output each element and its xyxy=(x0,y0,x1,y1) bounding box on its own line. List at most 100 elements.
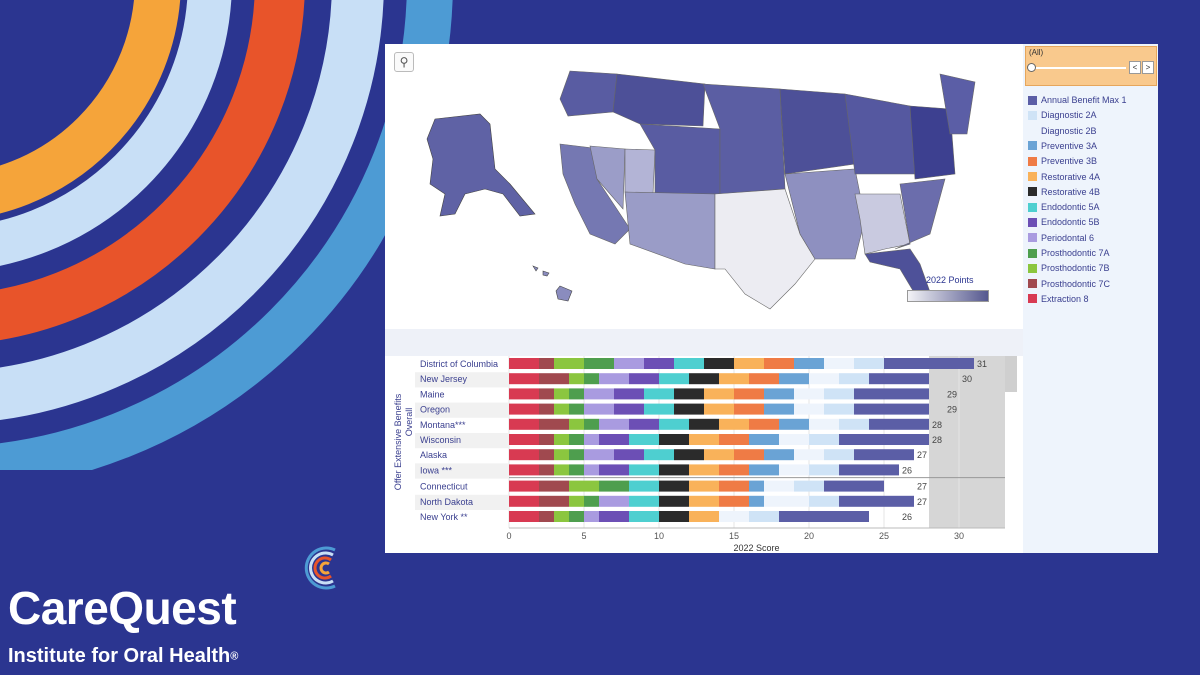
category-label: Alaska xyxy=(420,450,447,460)
stacked-bar-chart[interactable]: District of Columbia 31 New Jersey 30 Maine 2… xyxy=(385,356,1023,553)
bar-segment xyxy=(509,434,539,445)
legend-label: Prosthodontic 7C xyxy=(1041,278,1111,289)
bar-segment xyxy=(599,480,629,492)
bar-segment xyxy=(794,449,824,461)
bar-segment xyxy=(854,358,884,369)
year-filter[interactable]: (All) < > xyxy=(1025,46,1157,86)
filter-slider-knob[interactable] xyxy=(1027,63,1036,72)
bar-segment xyxy=(794,358,824,369)
bar-chart-panel: District of Columbia 31 New Jersey 30 Maine 2… xyxy=(385,356,1023,553)
legend-label: Endodontic 5B xyxy=(1041,217,1100,228)
bar-segment xyxy=(704,449,734,461)
legend-item[interactable]: Restorative 4B xyxy=(1028,185,1100,199)
bar-segment xyxy=(569,495,584,507)
bar-segment xyxy=(554,449,569,461)
legend-swatch xyxy=(1028,202,1037,212)
map-search-button[interactable]: ⚲ xyxy=(394,52,414,72)
total-label: 27 xyxy=(917,450,927,460)
region-northeast xyxy=(939,73,976,135)
bar-segment xyxy=(569,449,584,461)
bar-segment xyxy=(659,480,689,492)
bar-segment xyxy=(779,418,809,430)
legend-swatch xyxy=(1028,110,1037,120)
region-idaho-montana xyxy=(612,73,706,127)
legend-item[interactable]: Extraction 8 xyxy=(1028,292,1089,306)
filter-slider-track[interactable] xyxy=(1030,67,1126,69)
row-band xyxy=(415,463,509,479)
category-label: New Jersey xyxy=(420,374,468,384)
legend-item[interactable]: Endodontic 5A xyxy=(1028,200,1100,214)
bar-segment xyxy=(509,464,539,476)
x-axis-title: 2022 Score xyxy=(733,543,779,553)
bar-segment xyxy=(629,464,659,476)
bar-segment xyxy=(719,480,749,492)
legend-label: Prosthodontic 7A xyxy=(1041,248,1110,258)
bar-segment xyxy=(839,373,869,385)
legend-item[interactable]: Prosthodontic 7B xyxy=(1028,261,1110,275)
bar-segment xyxy=(629,434,659,445)
bar-segment xyxy=(539,434,554,445)
bar-segment xyxy=(794,480,824,492)
legend-item[interactable]: Diagnostic 2A xyxy=(1028,108,1097,122)
filter-next-button[interactable]: > xyxy=(1142,61,1154,74)
bar-segment xyxy=(659,434,689,445)
bar-segment xyxy=(734,388,764,400)
legend-item[interactable]: Restorative 4A xyxy=(1028,170,1100,184)
bar-segment xyxy=(509,480,539,492)
region-utah xyxy=(624,148,656,195)
x-tick-label: 10 xyxy=(654,531,664,541)
bar-segment xyxy=(839,418,869,430)
bar-segment xyxy=(614,388,644,400)
legend-item[interactable]: Preventive 3A xyxy=(1028,139,1097,153)
bar-segment xyxy=(764,480,794,492)
bar-segment xyxy=(554,511,569,522)
legend-item[interactable]: Periodontal 6 xyxy=(1028,231,1094,245)
legend-label: Preventive 3A xyxy=(1041,140,1098,151)
bar-segment xyxy=(764,358,794,369)
filter-prev-button[interactable]: < xyxy=(1129,61,1141,74)
state-alaska xyxy=(426,113,536,217)
legend-item[interactable]: Endodontic 5B xyxy=(1028,215,1100,229)
bar-segment xyxy=(629,418,659,430)
bar-segment xyxy=(689,434,719,445)
bar-segment xyxy=(629,480,659,492)
legend-item[interactable]: Prosthodontic 7C xyxy=(1028,277,1110,291)
region-mid-atlantic xyxy=(909,105,956,180)
total-label: 26 xyxy=(902,512,912,522)
region-texas xyxy=(714,188,816,310)
bar-segment xyxy=(674,449,704,461)
legend-item[interactable]: Prosthodontic 7A xyxy=(1028,246,1110,260)
bar-segment xyxy=(719,434,749,445)
bar-segment xyxy=(569,373,584,385)
us-choropleth-map[interactable] xyxy=(385,44,1023,329)
legend-item[interactable]: Preventive 3B xyxy=(1028,154,1097,168)
legend-item[interactable]: Diagnostic 2B xyxy=(1028,124,1097,138)
filter-value: (All) xyxy=(1029,48,1044,57)
bar-segment xyxy=(509,388,539,400)
x-tick-label: 0 xyxy=(506,531,511,541)
row-band xyxy=(415,494,509,510)
bar-segment xyxy=(854,403,929,415)
bar-segment xyxy=(644,403,674,415)
total-label: 29 xyxy=(947,389,957,399)
bar-segment xyxy=(809,495,839,507)
region-southeast xyxy=(894,178,946,250)
bar-segment xyxy=(704,403,734,415)
row-band xyxy=(415,402,509,418)
bar-segment xyxy=(674,388,704,400)
bar-segment xyxy=(584,358,614,369)
total-label: 29 xyxy=(947,405,957,415)
bar-segment xyxy=(824,403,854,415)
legend-item[interactable]: Annual Benefit Max 1 xyxy=(1028,93,1127,107)
bar-segment xyxy=(659,418,689,430)
bar-segment xyxy=(629,511,659,522)
bar-segment xyxy=(839,464,899,476)
panel-divider xyxy=(385,329,1023,356)
bar-segment xyxy=(509,449,539,461)
bar-segment xyxy=(644,358,674,369)
bar-segment xyxy=(509,358,539,369)
region-pacific-nw xyxy=(559,70,618,117)
region-florida xyxy=(864,248,931,295)
bar-segment xyxy=(719,495,749,507)
bar-segment xyxy=(599,373,629,385)
